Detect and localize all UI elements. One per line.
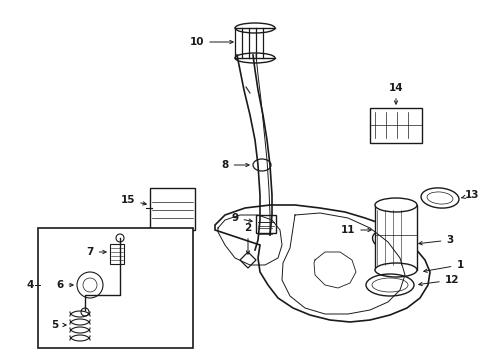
Bar bbox=[370, 108, 422, 143]
Text: 1: 1 bbox=[424, 260, 464, 273]
Text: 3: 3 bbox=[419, 235, 454, 245]
Text: 8: 8 bbox=[221, 160, 249, 170]
Bar bbox=[38, 228, 193, 348]
Text: 14: 14 bbox=[389, 83, 403, 104]
Ellipse shape bbox=[375, 263, 417, 277]
Text: 12: 12 bbox=[419, 275, 459, 286]
Ellipse shape bbox=[375, 198, 417, 212]
Text: 5: 5 bbox=[51, 320, 66, 330]
Text: 13: 13 bbox=[462, 190, 479, 200]
Bar bbox=[375, 205, 417, 270]
Text: 11: 11 bbox=[341, 225, 371, 235]
Text: 9: 9 bbox=[231, 213, 252, 223]
Bar bbox=[150, 188, 195, 230]
Text: 6: 6 bbox=[56, 280, 73, 290]
Bar bbox=[256, 215, 276, 233]
Text: 2: 2 bbox=[245, 223, 252, 254]
Text: 15: 15 bbox=[121, 195, 146, 205]
Circle shape bbox=[77, 272, 103, 298]
Text: 4: 4 bbox=[26, 280, 34, 290]
Text: 7: 7 bbox=[86, 247, 106, 257]
Text: 10: 10 bbox=[190, 37, 233, 47]
Bar bbox=[110, 244, 124, 264]
